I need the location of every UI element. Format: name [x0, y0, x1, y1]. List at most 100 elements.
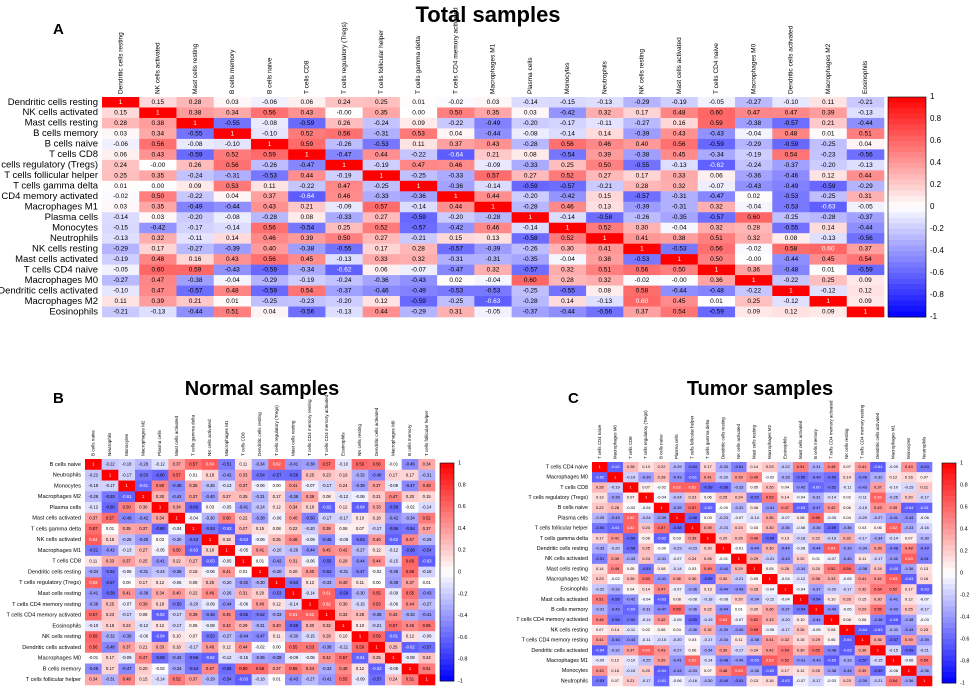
cell-value-label: -0.44 [827, 607, 837, 612]
cell-value-label: 0.53 [306, 644, 315, 649]
cell-value-label: 0.63 [874, 495, 883, 500]
cell-value-label: -0.60 [105, 505, 115, 510]
heatmap-cell [335, 512, 352, 524]
heatmap-cell [548, 138, 587, 150]
cell-value-label: -0.54 [812, 597, 822, 602]
heatmap-cell [418, 577, 436, 589]
cell-value-label: 1 [125, 483, 128, 488]
cell-value-label: -0.28 [523, 204, 538, 211]
cell-value-label: -0.38 [904, 617, 914, 622]
heatmap-cell [176, 306, 215, 318]
heatmap-cell [684, 675, 701, 687]
heatmap-cell [362, 212, 401, 224]
cell-value-label: 0.09 [747, 308, 760, 315]
heatmap-cell [385, 588, 402, 600]
heatmap-cell [102, 191, 140, 203]
cell-value-label: -0.17 [122, 612, 132, 617]
heatmap-cell [362, 296, 401, 307]
heatmap-cell [622, 472, 639, 483]
cell-value-label: -0.65 [827, 658, 837, 663]
heatmap-cell [638, 492, 655, 504]
heatmap-cell [762, 604, 778, 616]
cell-value-label: 0.41 [859, 464, 868, 469]
cell-value-label: 0.10 [356, 623, 365, 628]
cell-value-label: -0.09 [289, 655, 299, 660]
cell-value-label: 0.48 [123, 677, 132, 682]
heatmap-cell [607, 563, 624, 575]
heatmap-cell [746, 472, 763, 483]
row-label: NK cells resting [551, 627, 588, 633]
cell-value-label: 1 [454, 193, 458, 200]
cell-value-label: -0.57 [448, 246, 463, 253]
cell-value-label: -0.31 [339, 569, 349, 574]
heatmap-cell [684, 604, 701, 616]
cell-value-label: -0.15 [305, 634, 315, 639]
cell-value-label: -0.31 [672, 204, 687, 211]
heatmap-cell [101, 523, 119, 535]
heatmap-cell [185, 469, 202, 481]
cell-value-label: 0.41 [859, 576, 868, 581]
cell-value-label: 0.17 [596, 535, 605, 540]
cell-value-label: -0.05 [842, 576, 852, 581]
heatmap-cell [809, 212, 848, 224]
heatmap-cell [399, 170, 438, 182]
cell-value-label: 0.51 [596, 597, 605, 602]
cell-value-label: -0.58 [719, 485, 729, 490]
cell-value-label: 0.06 [689, 647, 698, 652]
heatmap-cell [623, 212, 661, 224]
cell-value-label: -0.04 [672, 225, 687, 232]
cell-value-label: -0.47 [405, 483, 415, 488]
heatmap-cell [809, 275, 848, 286]
cell-value-label: -0.16 [920, 525, 930, 530]
panel-a-letter: A [53, 21, 64, 38]
heatmap-cell [846, 275, 885, 286]
heatmap-cell [351, 663, 369, 675]
heatmap-cell [607, 635, 624, 646]
heatmap-cell [660, 254, 699, 265]
heatmap-cell [318, 631, 336, 643]
cell-value-label: 0.53 [373, 601, 382, 606]
cell-value-label: -0.34 [796, 566, 806, 571]
heatmap-cell [854, 512, 871, 524]
heatmap-cell [185, 566, 202, 578]
cell-value-label: -0.22 [781, 464, 791, 469]
heatmap-cell [135, 512, 152, 524]
heatmap-cell [669, 655, 686, 666]
heatmap-cell [638, 462, 655, 473]
heatmap-cell [301, 609, 319, 621]
heatmap-cell [684, 624, 701, 636]
colorbar-segment [440, 517, 454, 524]
heatmap-cell [213, 117, 252, 129]
cell-value-label: 0.15 [256, 526, 265, 531]
heatmap-cell [660, 138, 699, 150]
cell-value-label: 0.30 [339, 601, 348, 606]
heatmap-cell [592, 523, 608, 534]
colorbar-tick-label: -0.4 [930, 246, 944, 255]
cell-value-label: -0.61 [688, 474, 698, 479]
cell-value-label: -0.34 [255, 461, 265, 466]
heatmap-cell [823, 584, 840, 595]
cell-value-label: -0.38 [289, 494, 299, 499]
heatmap-cell [731, 482, 747, 493]
cell-value-label: 0.24 [423, 655, 432, 660]
cell-value-label: 0.37 [273, 666, 282, 671]
heatmap-cell [185, 534, 202, 546]
cell-value-label: -0.39 [611, 495, 621, 500]
cell-value-label: 1 [830, 617, 833, 622]
heatmap-cell [885, 584, 902, 595]
cell-value-label: -0.00 [719, 505, 729, 510]
heatmap-cell [777, 645, 794, 656]
cell-value-label: 0.47 [785, 109, 798, 116]
cell-value-label: -0.20 [448, 214, 463, 221]
cell-value-label: -0.14 [305, 591, 315, 596]
cell-value-label: 0.39 [859, 668, 868, 673]
cell-value-label: -0.24 [337, 277, 352, 284]
cell-value-label: 0.11 [273, 634, 282, 639]
heatmap-cell [401, 620, 419, 632]
colorbar-segment [440, 544, 454, 551]
heatmap-cell [586, 107, 624, 119]
heatmap-cell [735, 170, 773, 182]
heatmap-cell [399, 149, 438, 161]
heatmap-cell [870, 492, 886, 504]
heatmap-cell [251, 620, 269, 632]
